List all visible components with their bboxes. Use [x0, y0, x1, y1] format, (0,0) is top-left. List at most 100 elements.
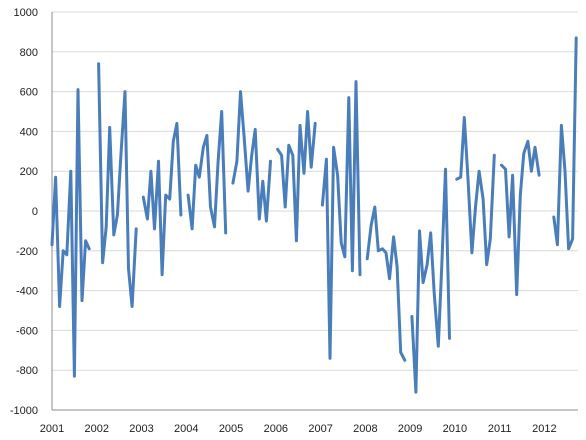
- data-point: [516, 293, 518, 295]
- data-point: [288, 144, 290, 146]
- data-point: [120, 154, 122, 156]
- data-point: [388, 278, 390, 280]
- data-point: [325, 158, 327, 160]
- data-point: [411, 315, 413, 317]
- series-line-segment: [141, 121, 183, 277]
- series-line-segment: [97, 62, 138, 308]
- data-point: [310, 166, 312, 168]
- data-point: [116, 214, 118, 216]
- data-point: [221, 110, 223, 112]
- data-point: [538, 174, 540, 176]
- data-point: [460, 176, 462, 178]
- data-point: [385, 252, 387, 254]
- data-point: [292, 154, 294, 156]
- x-tick-label: 2005: [219, 423, 243, 435]
- data-point: [478, 170, 480, 172]
- series-line-segment: [320, 80, 362, 360]
- data-point: [321, 204, 323, 206]
- data-point: [81, 299, 83, 301]
- series-line-segment: [186, 110, 228, 235]
- data-point: [336, 174, 338, 176]
- data-point: [474, 206, 476, 208]
- y-tick-label: -1000: [10, 405, 38, 417]
- data-point: [124, 90, 126, 92]
- data-point: [109, 126, 111, 128]
- data-point: [351, 270, 353, 272]
- data-point: [165, 194, 167, 196]
- data-point: [77, 88, 79, 90]
- series-line-segment: [455, 116, 496, 267]
- y-tick-label: -400: [16, 286, 38, 298]
- data-point: [135, 228, 137, 230]
- data-point: [366, 258, 368, 260]
- data-point: [198, 176, 200, 178]
- x-tick-label: 2009: [398, 423, 422, 435]
- data-point: [456, 178, 458, 180]
- x-tick-label: 2001: [40, 423, 64, 435]
- x-tick-label: 2012: [532, 423, 556, 435]
- data-point: [441, 262, 443, 264]
- y-tick-label: 1000: [14, 7, 38, 19]
- data-point: [206, 134, 208, 136]
- data-point: [564, 170, 566, 172]
- data-point: [370, 224, 372, 226]
- data-point: [209, 206, 211, 208]
- series-line-segment: [410, 167, 451, 394]
- data-point: [444, 168, 446, 170]
- data-point: [180, 214, 182, 216]
- data-point: [225, 232, 227, 234]
- data-point: [239, 90, 241, 92]
- data-point: [54, 176, 56, 178]
- y-tick-label: 600: [20, 87, 38, 99]
- data-point: [448, 337, 450, 339]
- series-line-segment: [552, 36, 578, 251]
- data-point: [142, 196, 144, 198]
- data-point: [396, 266, 398, 268]
- data-point: [523, 152, 525, 154]
- data-point: [62, 250, 64, 252]
- data-point: [101, 262, 103, 264]
- data-point: [553, 216, 555, 218]
- series-line-segment: [231, 90, 272, 223]
- x-tick-label: 2010: [443, 423, 467, 435]
- data-point: [344, 256, 346, 258]
- data-point: [213, 226, 215, 228]
- data-point: [418, 230, 420, 232]
- data-point: [471, 252, 473, 254]
- data-point: [534, 146, 536, 148]
- data-point: [556, 244, 558, 246]
- data-point: [254, 128, 256, 130]
- data-point: [169, 198, 171, 200]
- data-point: [113, 234, 115, 236]
- data-point: [269, 160, 271, 162]
- data-point: [500, 164, 502, 166]
- data-point: [493, 154, 495, 156]
- data-point: [314, 122, 316, 124]
- data-point: [161, 274, 163, 276]
- x-tick-label: 2011: [488, 423, 512, 435]
- data-point: [306, 110, 308, 112]
- data-point: [157, 160, 159, 162]
- data-point: [482, 198, 484, 200]
- y-tick-label: 200: [20, 166, 38, 178]
- data-point: [392, 236, 394, 238]
- data-point: [58, 305, 60, 307]
- x-tick-label: 2008: [353, 423, 377, 435]
- data-point: [508, 236, 510, 238]
- data-point: [70, 170, 72, 172]
- data-point: [299, 124, 301, 126]
- y-tick-label: 800: [20, 47, 38, 59]
- data-point: [567, 248, 569, 250]
- data-point: [355, 80, 357, 82]
- data-point: [519, 194, 521, 196]
- series-line-segment: [276, 110, 317, 243]
- data-point: [560, 124, 562, 126]
- data-point: [332, 146, 334, 148]
- data-point: [66, 254, 68, 256]
- data-point: [415, 391, 417, 393]
- data-point: [377, 250, 379, 252]
- data-point: [191, 228, 193, 230]
- data-point: [340, 242, 342, 244]
